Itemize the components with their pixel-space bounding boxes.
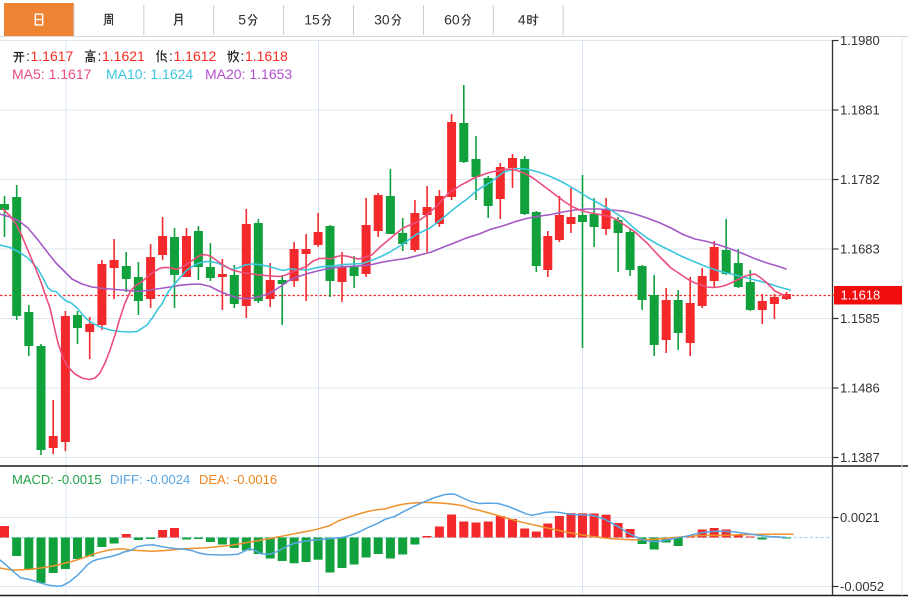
- svg-text::: :: [26, 48, 30, 64]
- svg-text:MA20: 1.1653: MA20: 1.1653: [205, 66, 292, 82]
- svg-text:1.1621: 1.1621: [102, 48, 145, 64]
- svg-text:1.1881: 1.1881: [840, 103, 880, 118]
- svg-text:MACD: -0.0015: MACD: -0.0015: [12, 472, 102, 487]
- svg-text:30: 30: [374, 12, 390, 28]
- svg-text:1.1486: 1.1486: [840, 381, 880, 396]
- svg-text:1.1387: 1.1387: [840, 450, 880, 465]
- svg-text:5: 5: [238, 12, 246, 28]
- svg-text:0.0021: 0.0021: [840, 510, 880, 525]
- svg-text:1.1585: 1.1585: [840, 311, 880, 326]
- svg-text::: :: [98, 48, 102, 64]
- svg-text::: :: [241, 48, 245, 64]
- svg-text:DEA: -0.0016: DEA: -0.0016: [199, 472, 277, 487]
- svg-text:15: 15: [304, 12, 320, 28]
- svg-text:60: 60: [444, 12, 460, 28]
- svg-text:MA10: 1.1624: MA10: 1.1624: [106, 66, 193, 82]
- svg-text:1.1618: 1.1618: [841, 288, 881, 303]
- svg-text:DIFF: -0.0024: DIFF: -0.0024: [110, 472, 190, 487]
- svg-text::: :: [169, 48, 173, 64]
- svg-text:1.1782: 1.1782: [840, 172, 880, 187]
- svg-text:4: 4: [518, 12, 526, 28]
- svg-text:-0.0052: -0.0052: [840, 579, 884, 594]
- svg-text:1.1617: 1.1617: [31, 48, 74, 64]
- svg-text:1.1980: 1.1980: [840, 33, 880, 48]
- svg-text:1.1612: 1.1612: [174, 48, 217, 64]
- svg-text:1.1683: 1.1683: [840, 242, 880, 257]
- svg-text:1.1618: 1.1618: [245, 48, 288, 64]
- svg-text:MA5: 1.1617: MA5: 1.1617: [12, 66, 92, 82]
